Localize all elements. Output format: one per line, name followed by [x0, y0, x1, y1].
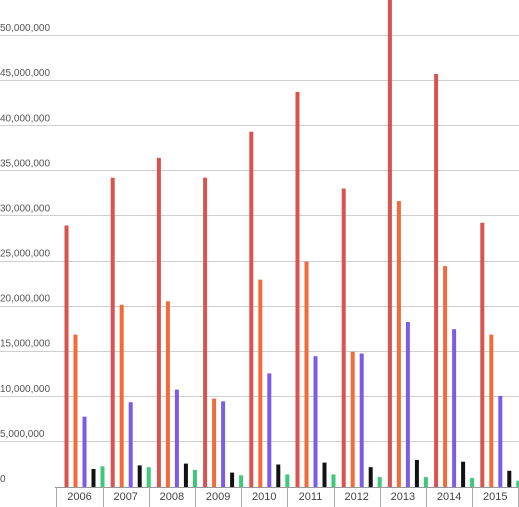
y-tick-label: 45,000,000	[0, 68, 50, 79]
bar-2007-series-3	[128, 402, 133, 487]
x-tick-label-2015: 2015	[483, 491, 507, 503]
y-tick-label: 15,000,000	[0, 339, 50, 350]
x-tick-label-2010: 2010	[252, 491, 276, 503]
bar-2013-series-3	[405, 322, 410, 487]
bar-2007-series-5	[146, 467, 151, 487]
bar-2015-series-2	[489, 334, 494, 487]
bars	[64, 0, 519, 488]
y-tick-label: 0	[0, 474, 6, 485]
bar-2014-series-5	[470, 478, 475, 487]
bar-2010-series-4	[276, 464, 281, 487]
bar-2010-series-2	[258, 279, 263, 487]
x-tick-label-2014: 2014	[437, 491, 461, 503]
bar-2006-series-5	[100, 466, 105, 487]
bar-2013-series-2	[396, 201, 401, 487]
bar-2008-series-4	[183, 463, 188, 487]
bar-2009-series-5	[239, 475, 244, 487]
bar-2010-series-1	[249, 131, 254, 487]
y-tick-label: 35,000,000	[0, 158, 50, 169]
bar-2011-series-3	[313, 356, 318, 487]
y-tick-label: 30,000,000	[0, 203, 50, 214]
bar-2012-series-3	[359, 353, 364, 487]
bar-2013-series-1	[387, 0, 392, 487]
bar-2011-series-5	[331, 474, 336, 487]
y-tick-label: 20,000,000	[0, 294, 50, 305]
grid-layer	[0, 35, 519, 442]
bar-2012-series-1	[341, 188, 346, 487]
x-tick-label-2008: 2008	[160, 491, 184, 503]
bar-2006-series-2	[73, 334, 78, 487]
bar-2014-series-1	[434, 74, 439, 487]
bar-2011-series-2	[304, 261, 309, 487]
x-tick-label-2011: 2011	[299, 491, 323, 503]
bar-2010-series-3	[267, 373, 272, 487]
y-axis-tick-labels: 0 5,000,000 10,000,000 15,000,000 20,000,000…	[0, 23, 50, 485]
bar-2014-series-3	[452, 329, 457, 487]
y-tick-label: 50,000,000	[0, 23, 50, 34]
bar-2015-series-5	[516, 480, 519, 487]
bar-2008-series-3	[174, 389, 179, 487]
bar-2012-series-4	[368, 467, 373, 487]
x-tick-label-2012: 2012	[344, 491, 368, 503]
bar-2010-series-5	[285, 474, 290, 487]
bar-2014-series-2	[443, 266, 448, 487]
bar-2014-series-4	[461, 461, 466, 487]
x-tick-label-2009: 2009	[206, 491, 230, 503]
bar-2008-series-2	[165, 301, 170, 487]
bar-2015-series-4	[507, 470, 512, 487]
y-tick-label: 25,000,000	[0, 249, 50, 260]
bar-2009-series-3	[221, 401, 226, 487]
y-tick-label: 40,000,000	[0, 113, 50, 124]
bar-2015-series-3	[498, 395, 503, 487]
y-tick-label: 5,000,000	[0, 429, 45, 440]
x-tick-label-2007: 2007	[113, 491, 137, 503]
bar-2013-series-4	[414, 459, 419, 487]
bar-2011-series-1	[295, 92, 300, 487]
bar-2009-series-1	[203, 177, 208, 487]
bar-2009-series-4	[230, 472, 235, 487]
x-axis: 2006 2007 2008 2009 2010 2011 2012 2013 2014 2015	[55, 487, 519, 507]
x-tick-label-2006: 2006	[67, 491, 91, 503]
bar-2007-series-2	[119, 304, 124, 487]
bar-2006-series-1	[64, 225, 69, 487]
bar-2007-series-1	[110, 177, 115, 487]
bar-2009-series-2	[212, 398, 217, 487]
x-tick-label-2013: 2013	[391, 491, 415, 503]
y-tick-label: 10,000,000	[0, 384, 50, 395]
bar-2012-series-2	[350, 351, 355, 487]
bar-2008-series-1	[156, 157, 161, 488]
bar-2007-series-4	[137, 465, 142, 487]
bar-2006-series-4	[91, 469, 96, 487]
bar-2012-series-5	[377, 477, 382, 487]
bar-2006-series-3	[82, 416, 87, 487]
bar-2011-series-4	[322, 462, 327, 487]
bar-2008-series-5	[192, 469, 197, 487]
bar-2013-series-5	[423, 477, 428, 487]
bar-2015-series-1	[480, 222, 485, 488]
